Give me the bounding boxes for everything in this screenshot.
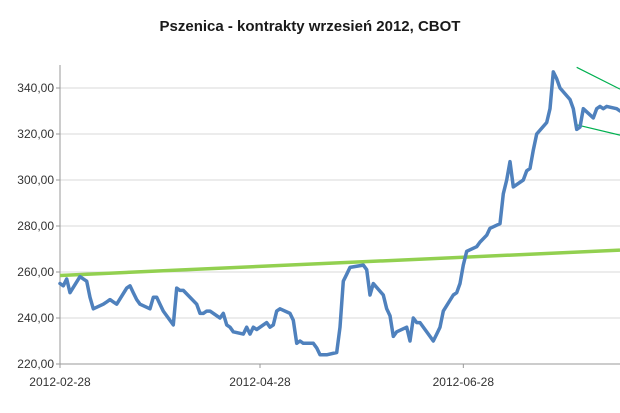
y-tick-label: 260,00 bbox=[17, 265, 54, 279]
x-tick-label: 2012-06-28 bbox=[433, 375, 495, 389]
y-tick-label: 320,00 bbox=[17, 127, 54, 141]
triangle-trendline bbox=[576, 124, 620, 136]
y-tick-label: 340,00 bbox=[17, 81, 54, 95]
support-trendline bbox=[59, 248, 620, 278]
x-tick-label: 2012-04-28 bbox=[229, 375, 291, 389]
y-axis-ticks: 220,00 240,00 260,00 280,00 300,00 320,00 340,… bbox=[17, 81, 60, 371]
y-tick-label: 240,00 bbox=[17, 311, 54, 325]
y-tick-label: 220,00 bbox=[17, 357, 54, 371]
y-tick-label: 300,00 bbox=[17, 173, 54, 187]
series-group bbox=[58, 70, 620, 357]
axes bbox=[59, 65, 620, 365]
triangle-trendline bbox=[576, 66, 620, 90]
trendlines bbox=[59, 66, 620, 278]
price-series-line bbox=[58, 70, 620, 357]
x-axis-ticks: 2012-02-28 2012-04-28 2012-06-28 bbox=[29, 364, 494, 389]
chart-title: Pszenica - kontrakty wrzesień 2012, CBOT bbox=[159, 18, 461, 35]
y-tick-label: 280,00 bbox=[17, 219, 54, 233]
x-tick-label: 2012-02-28 bbox=[29, 375, 91, 389]
